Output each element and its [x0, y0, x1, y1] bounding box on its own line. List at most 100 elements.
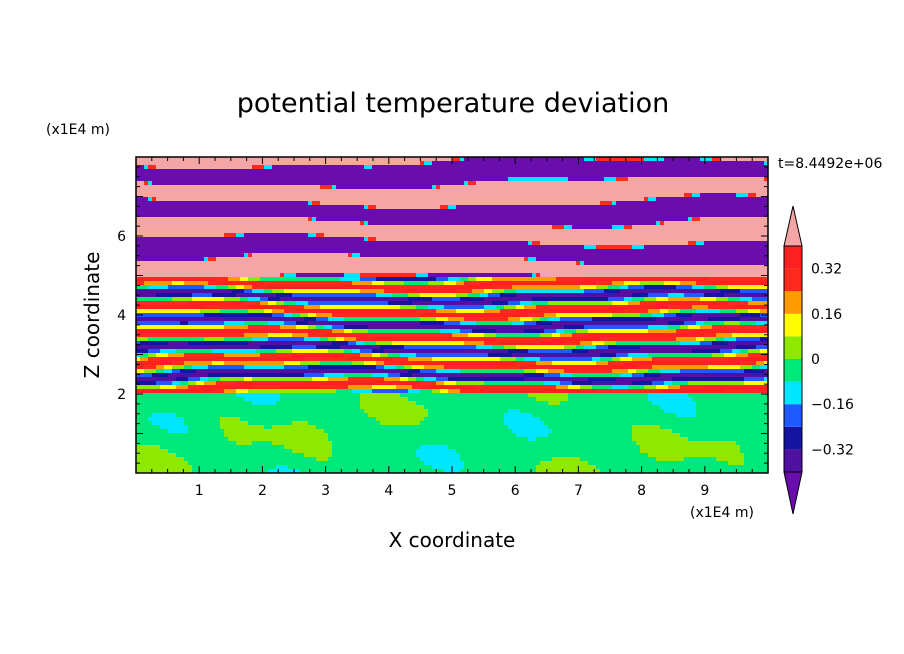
field-cell [596, 221, 601, 226]
field-cell [460, 257, 465, 262]
field-cell [612, 165, 617, 170]
field-cell [432, 241, 437, 246]
field-cell [312, 185, 317, 190]
field-cell [548, 217, 553, 222]
field-cell [444, 257, 449, 262]
field-cell [620, 213, 625, 218]
field-cell [708, 257, 713, 262]
field-cell [636, 205, 641, 210]
field-cell [524, 177, 529, 182]
field-cell [696, 177, 701, 182]
field-cell [700, 253, 705, 258]
field-cell [560, 229, 565, 234]
field-cell [644, 157, 649, 162]
field-cell [380, 277, 385, 282]
field-cell [424, 233, 429, 238]
field-cell [552, 245, 557, 250]
field-cell [532, 165, 537, 170]
field-cell [192, 277, 197, 282]
field-cell [488, 201, 493, 206]
field-cell [316, 185, 321, 190]
field-cell [568, 217, 573, 222]
field-cell [356, 209, 361, 214]
field-cell [368, 201, 373, 206]
field-cell [400, 273, 405, 278]
field-cell [568, 189, 573, 194]
field-cell [468, 185, 473, 190]
field-cell [392, 217, 397, 222]
field-cell [436, 233, 441, 238]
field-cell [540, 269, 545, 274]
field-cell [332, 261, 337, 266]
field-cell [136, 261, 141, 266]
field-cell [548, 197, 553, 202]
field-cell [556, 213, 561, 218]
field-cell [524, 185, 529, 190]
field-cell [180, 281, 185, 286]
field-cell [300, 209, 305, 214]
field-cell [224, 165, 229, 170]
field-cell [664, 261, 669, 266]
field-cell [228, 205, 233, 210]
field-cell [752, 265, 757, 270]
field-cell [212, 241, 217, 246]
field-cell [432, 225, 437, 230]
field-cell [436, 197, 441, 202]
field-cell [288, 269, 293, 274]
field-cell [528, 161, 533, 166]
field-cell [648, 161, 653, 166]
field-cell [756, 277, 761, 282]
field-cell [244, 273, 249, 278]
field-cell [380, 201, 385, 206]
field-cell [268, 209, 273, 214]
field-cell [228, 253, 233, 258]
field-cell [348, 169, 353, 174]
field-cell [616, 217, 621, 222]
field-cell [300, 173, 305, 178]
field-cell [312, 197, 317, 202]
field-cell [532, 233, 537, 238]
field-cell [684, 185, 689, 190]
field-cell [420, 193, 425, 198]
field-cell [276, 257, 281, 262]
field-cell [588, 169, 593, 174]
field-cell [640, 273, 645, 278]
field-cell [368, 225, 373, 230]
field-cell [432, 201, 437, 206]
field-cell [404, 241, 409, 246]
field-cell [700, 233, 705, 238]
field-cell [240, 201, 245, 206]
field-cell [300, 201, 305, 206]
field-cell [144, 217, 149, 222]
field-cell [548, 173, 553, 178]
field-cell [632, 257, 637, 262]
field-cell [332, 197, 337, 202]
field-cell [412, 269, 417, 274]
field-cell [544, 189, 549, 194]
field-cell [692, 233, 697, 238]
field-cell [304, 193, 309, 198]
field-cell [204, 241, 209, 246]
field-cell [692, 273, 697, 278]
field-cell [284, 249, 289, 254]
field-cell [696, 165, 701, 170]
field-cell [300, 157, 305, 162]
field-cell [200, 225, 205, 230]
field-cell [236, 269, 241, 274]
field-cell [172, 277, 177, 282]
field-cell [484, 205, 489, 210]
field-cell [288, 189, 293, 194]
field-cell [248, 265, 253, 270]
field-cell [648, 197, 653, 202]
field-cell [764, 193, 768, 198]
field-cell [248, 225, 253, 230]
field-cell [568, 249, 573, 254]
field-cell [144, 177, 149, 182]
field-cell [160, 197, 165, 202]
field-cell [740, 209, 745, 214]
field-cell [580, 169, 585, 174]
field-cell [592, 169, 597, 174]
field-cell [612, 261, 617, 266]
field-cell [316, 197, 321, 202]
field-cell [300, 225, 305, 230]
